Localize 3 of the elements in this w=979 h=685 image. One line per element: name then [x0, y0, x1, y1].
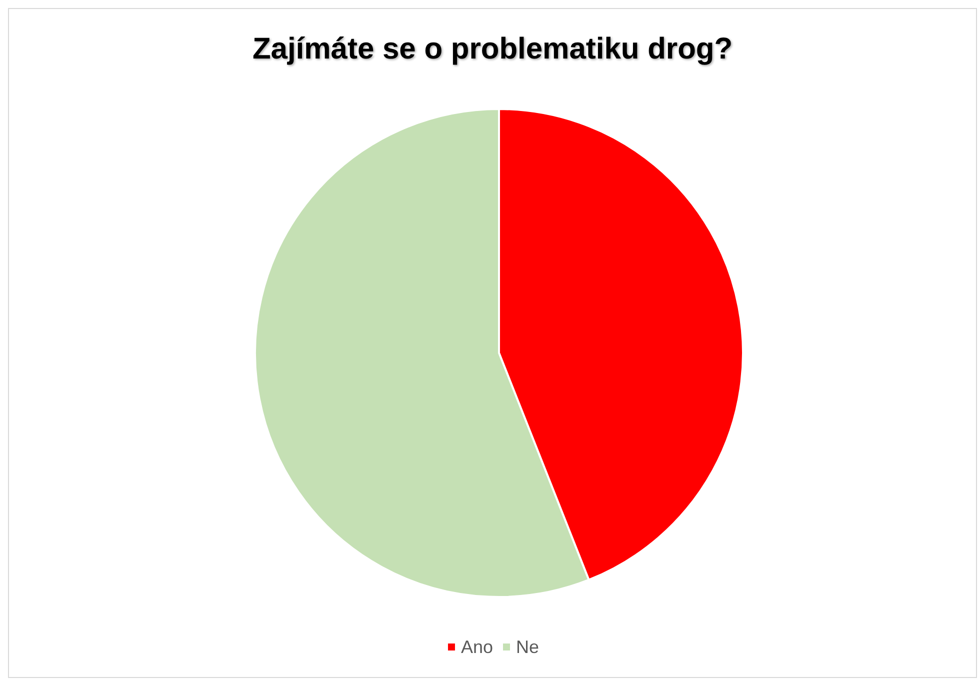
- chart-title: Zajímáte se o problematiku drog?: [252, 32, 733, 66]
- legend-label: Ne: [516, 637, 540, 657]
- legend-label: Ano: [460, 637, 494, 657]
